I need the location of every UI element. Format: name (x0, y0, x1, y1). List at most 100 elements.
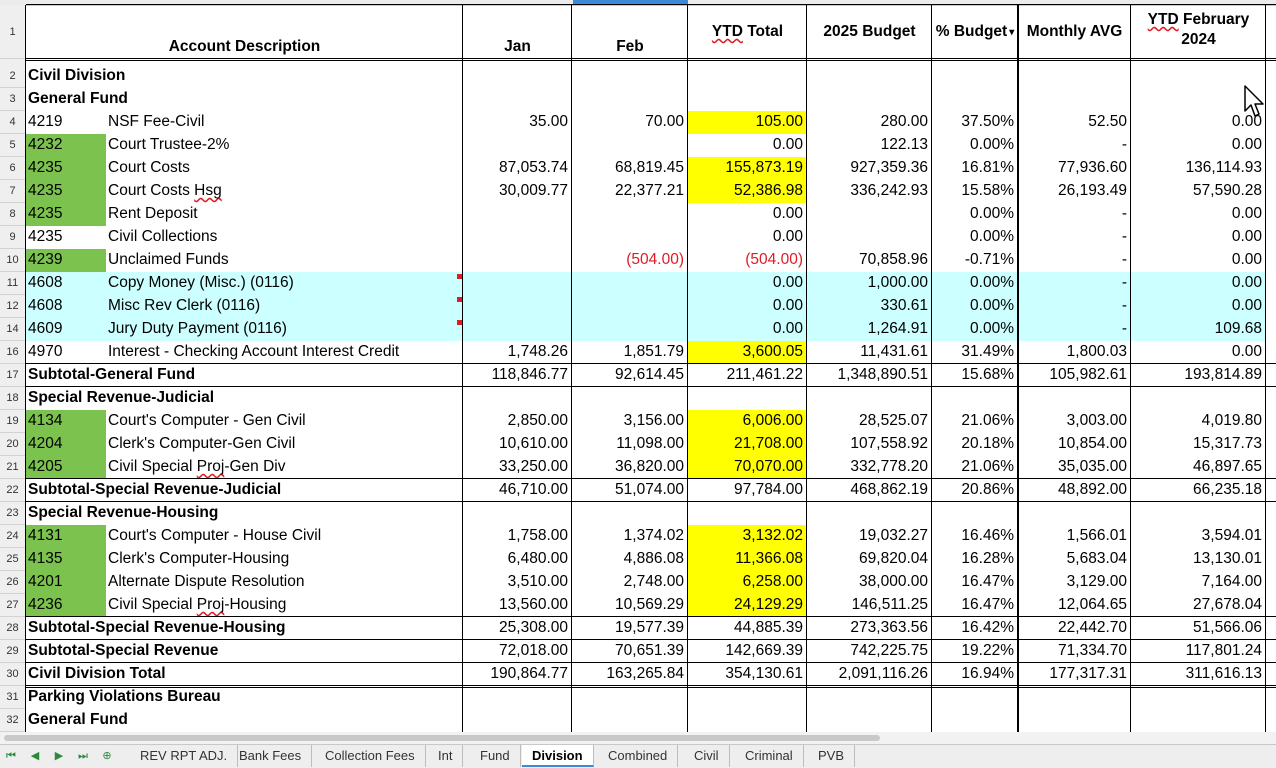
value-cell-prev[interactable]: 109.68 (1214, 320, 1262, 337)
value-cell-prev[interactable]: 117,801.24 (1185, 642, 1262, 659)
row-number[interactable]: 18 (0, 387, 25, 410)
value-cell-pct[interactable]: 20.86% (961, 481, 1014, 498)
value-cell-ytd[interactable]: 354,130.61 (725, 665, 803, 682)
section-heading[interactable]: General Fund (28, 711, 128, 728)
value-cell-budget[interactable]: 146,511.25 (851, 596, 928, 613)
value-cell-feb[interactable] (572, 318, 688, 341)
value-cell-prev[interactable]: 0.00 (1231, 274, 1262, 291)
value-cell-feb[interactable]: 4,886.08 (623, 550, 684, 567)
value-cell-budget[interactable]: 273,363.56 (850, 619, 928, 636)
column-header-description[interactable]: Account Description (26, 5, 463, 59)
row-number[interactable]: 32 (0, 709, 25, 732)
value-cell-budget[interactable]: 468,862.19 (850, 481, 928, 498)
value-cell-budget[interactable]: 1,264.91 (867, 320, 928, 337)
value-cell-prev[interactable]: 57,590.28 (1193, 182, 1262, 199)
account-code-cell[interactable]: 4131 (26, 525, 106, 548)
row-number[interactable]: 16 (0, 341, 25, 364)
value-cell-feb[interactable]: 92,614.45 (615, 366, 684, 383)
sheet-tab[interactable]: Civil (684, 745, 730, 767)
sheet-tab[interactable]: REV RPT ADJ. (130, 745, 239, 767)
account-code-cell[interactable]: 4236 (26, 594, 106, 617)
value-cell-avg[interactable]: 71,334.70 (1058, 642, 1127, 659)
value-cell-jan[interactable]: 13,560.00 (499, 596, 568, 613)
next-sheet-icon[interactable]: ▶ (54, 750, 64, 762)
value-cell-feb[interactable]: 11,098.00 (616, 435, 684, 452)
value-cell-ytd[interactable]: 6,006.00 (688, 410, 807, 433)
value-cell-budget[interactable]: 1,348,890.51 (837, 366, 928, 383)
value-cell-pct[interactable]: 20.18% (961, 435, 1014, 452)
value-cell-ytd[interactable]: 0.00 (772, 136, 803, 153)
account-code-cell[interactable]: 4970 (28, 343, 63, 360)
value-cell-feb[interactable]: 3,156.00 (623, 412, 684, 429)
value-cell-ytd[interactable]: 3,132.02 (688, 525, 807, 548)
prev-sheet-icon[interactable]: ◀ (30, 750, 40, 762)
account-description-cell[interactable]: Copy Money (Misc.) (0116) (108, 274, 294, 291)
value-cell-jan[interactable] (463, 318, 572, 341)
row-number[interactable]: 4 (0, 111, 25, 134)
value-cell-pct[interactable]: 16.42% (961, 619, 1014, 636)
value-cell-ytd[interactable]: 0.00 (772, 205, 803, 222)
row-number[interactable]: 14 (0, 318, 25, 341)
value-cell-ytd[interactable]: 211,461.22 (726, 366, 803, 383)
value-cell-pct[interactable]: 15.68% (961, 366, 1014, 383)
value-cell-pct[interactable]: 16.46% (961, 527, 1014, 544)
value-cell-feb[interactable]: 10,569.29 (615, 596, 684, 613)
row-number[interactable]: 20 (0, 433, 25, 456)
row-number[interactable]: 6 (0, 157, 25, 180)
account-description-cell[interactable]: Civil Collections (108, 228, 218, 245)
value-cell-budget[interactable]: 927,359.36 (850, 159, 928, 176)
row-number[interactable]: 30 (0, 663, 25, 686)
value-cell-budget[interactable]: 38,000.00 (859, 573, 928, 590)
value-cell-jan[interactable]: 2,850.00 (507, 412, 568, 429)
row-number[interactable]: 21 (0, 456, 25, 479)
value-cell-budget[interactable]: 742,225.75 (850, 642, 928, 659)
column-header-pct[interactable]: % Budget ▾ (932, 5, 1018, 59)
sheet-tab[interactable]: Bank Fees (229, 745, 313, 767)
value-cell-prev[interactable]: 51,566.06 (1193, 619, 1262, 636)
account-code-cell[interactable]: 4232 (26, 134, 106, 157)
value-cell-ytd[interactable]: 0.00 (772, 274, 803, 291)
value-cell-jan[interactable]: 72,018.00 (499, 642, 568, 659)
value-cell-jan[interactable]: 25,308.00 (499, 619, 568, 636)
value-cell-budget[interactable]: 122.13 (880, 136, 928, 153)
comment-indicator-icon[interactable] (457, 297, 462, 302)
value-cell-pct[interactable]: 0.00% (970, 228, 1014, 245)
account-description-cell[interactable]: Civil Special Proj-Housing (108, 596, 287, 613)
value-cell-budget[interactable]: 19,032.27 (859, 527, 928, 544)
value-cell-feb[interactable]: 51,074.00 (615, 481, 684, 498)
sheet-tab[interactable]: Criminal (735, 745, 804, 767)
value-cell-ytd[interactable]: 11,366.08 (688, 548, 807, 571)
account-code-cell[interactable]: 4239 (26, 249, 106, 272)
section-heading[interactable]: General Fund (28, 90, 128, 107)
account-code-cell[interactable]: 4204 (26, 433, 106, 456)
value-cell-ytd[interactable]: 105.00 (688, 111, 807, 134)
value-cell-ytd[interactable]: 6,258.00 (688, 571, 807, 594)
value-cell-ytd[interactable]: 24,129.29 (688, 594, 807, 617)
value-cell-avg[interactable]: 3,129.00 (1066, 573, 1127, 590)
value-cell-prev[interactable]: 27,678.04 (1193, 596, 1262, 613)
column-header-avg[interactable]: Monthly AVG (1018, 5, 1131, 59)
subtotal-label[interactable]: Civil Division Total (28, 665, 166, 682)
value-cell-jan[interactable] (463, 249, 572, 272)
value-cell-ytd[interactable]: 0.00 (772, 228, 803, 245)
value-cell-prev[interactable]: 0.00 (1231, 228, 1262, 245)
value-cell-pct[interactable]: 21.06% (961, 458, 1014, 475)
column-header-budget[interactable]: 2025 Budget (807, 5, 932, 59)
account-description-cell[interactable]: Unclaimed Funds (108, 251, 229, 268)
column-header-jan[interactable]: Jan (463, 5, 572, 59)
spreadsheet-grid[interactable]: 1 2 3 4 5 6 7 8 9 10 11 12 14 16 17 18 19 20 21 22 23 24 25 26 2… (0, 0, 1276, 732)
value-cell-budget[interactable]: 336,242.93 (850, 182, 928, 199)
value-cell-prev[interactable]: 0.00 (1231, 343, 1262, 360)
account-description-cell[interactable]: Misc Rev Clerk (0116) (108, 297, 261, 314)
section-heading[interactable]: Special Revenue-Judicial (28, 389, 215, 406)
value-cell-budget[interactable]: 332,778.20 (850, 458, 928, 475)
section-heading[interactable]: Special Revenue-Housing (28, 504, 219, 521)
account-description-cell[interactable]: Clerk's Computer-Gen Civil (108, 435, 296, 452)
value-cell-jan[interactable]: 118,846.77 (491, 366, 568, 383)
row-number[interactable]: 2 (0, 65, 25, 88)
value-cell-avg[interactable]: 3,003.00 (1066, 412, 1127, 429)
value-cell-avg[interactable]: 48,892.00 (1058, 481, 1127, 498)
row-number[interactable]: 8 (0, 203, 25, 226)
value-cell-feb[interactable]: 1,374.02 (623, 527, 684, 544)
account-description-cell[interactable]: Court's Computer - House Civil (108, 527, 322, 544)
